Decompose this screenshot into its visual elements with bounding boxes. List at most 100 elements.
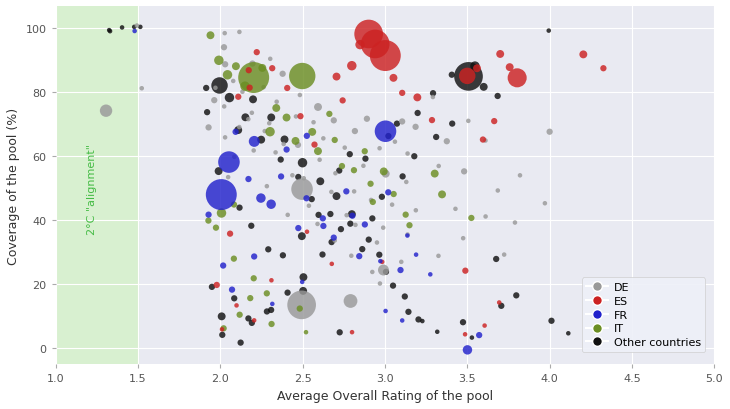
- Point: [429, 171, 441, 178]
- Point: [496, 303, 507, 309]
- Point: [480, 138, 491, 144]
- Point: [216, 326, 228, 333]
- Point: [227, 79, 239, 85]
- Point: [255, 137, 267, 144]
- Point: [303, 203, 315, 209]
- Point: [281, 85, 293, 92]
- Point: [256, 65, 268, 72]
- Point: [544, 129, 556, 136]
- Point: [270, 106, 282, 112]
- Point: [457, 319, 469, 326]
- Point: [374, 258, 386, 265]
- Point: [266, 115, 277, 121]
- Point: [301, 133, 312, 140]
- Point: [314, 157, 326, 164]
- Point: [301, 196, 312, 202]
- Point: [259, 128, 271, 135]
- Point: [461, 347, 473, 353]
- Point: [348, 189, 360, 195]
- Point: [366, 216, 378, 222]
- Point: [437, 192, 448, 198]
- Point: [306, 196, 318, 203]
- Point: [104, 28, 115, 34]
- Point: [430, 135, 442, 141]
- Point: [219, 62, 231, 68]
- Point: [326, 189, 337, 196]
- Point: [265, 307, 277, 313]
- Point: [104, 29, 116, 36]
- Legend: DE, ES, FR, IT, Other countries: DE, ES, FR, IT, Other countries: [582, 278, 705, 352]
- Point: [202, 218, 214, 224]
- Point: [251, 50, 263, 56]
- Point: [410, 207, 422, 214]
- Point: [412, 110, 423, 117]
- Point: [402, 151, 413, 157]
- Point: [237, 89, 248, 96]
- Point: [598, 66, 610, 72]
- Point: [234, 29, 245, 36]
- Point: [128, 25, 140, 31]
- Point: [400, 212, 412, 218]
- Point: [290, 138, 301, 145]
- Point: [328, 118, 339, 124]
- Point: [232, 128, 244, 134]
- Point: [248, 254, 260, 260]
- Point: [228, 202, 240, 208]
- Point: [270, 150, 282, 156]
- Point: [300, 329, 312, 336]
- Point: [345, 221, 356, 227]
- Point: [427, 91, 439, 97]
- Point: [543, 28, 555, 35]
- Point: [410, 252, 422, 258]
- Point: [514, 173, 526, 179]
- Point: [433, 253, 445, 259]
- Point: [200, 85, 212, 92]
- Point: [293, 225, 304, 232]
- Point: [396, 90, 408, 97]
- Point: [461, 74, 473, 80]
- Point: [234, 124, 245, 131]
- Point: [463, 74, 474, 81]
- Point: [403, 309, 415, 315]
- Point: [492, 188, 504, 194]
- Point: [297, 288, 309, 294]
- Point: [491, 256, 502, 263]
- Point: [234, 312, 245, 318]
- Point: [239, 84, 251, 90]
- Point: [216, 313, 228, 320]
- Point: [312, 221, 323, 228]
- Point: [116, 25, 128, 31]
- Point: [509, 220, 520, 226]
- Point: [412, 317, 424, 323]
- Point: [401, 179, 412, 186]
- Point: [217, 332, 228, 338]
- Point: [247, 61, 258, 67]
- Point: [402, 233, 413, 239]
- Point: [231, 302, 242, 309]
- Point: [450, 206, 461, 213]
- Point: [131, 23, 143, 30]
- Text: 2°C "alignment": 2°C "alignment": [87, 144, 97, 234]
- Point: [353, 253, 365, 260]
- Point: [261, 184, 273, 190]
- Point: [326, 239, 337, 246]
- Point: [504, 65, 515, 71]
- Point: [136, 86, 147, 92]
- Point: [459, 331, 471, 338]
- Point: [264, 121, 275, 127]
- Point: [350, 222, 361, 229]
- Point: [466, 215, 477, 222]
- Point: [457, 235, 469, 242]
- Point: [317, 252, 328, 258]
- Point: [242, 176, 254, 183]
- Point: [275, 174, 287, 180]
- Point: [479, 323, 491, 329]
- Point: [328, 235, 339, 241]
- Point: [369, 42, 381, 48]
- Point: [312, 148, 324, 155]
- Point: [359, 148, 371, 155]
- Point: [511, 75, 523, 82]
- Point: [361, 116, 373, 123]
- Point: [318, 223, 329, 230]
- Point: [128, 29, 140, 35]
